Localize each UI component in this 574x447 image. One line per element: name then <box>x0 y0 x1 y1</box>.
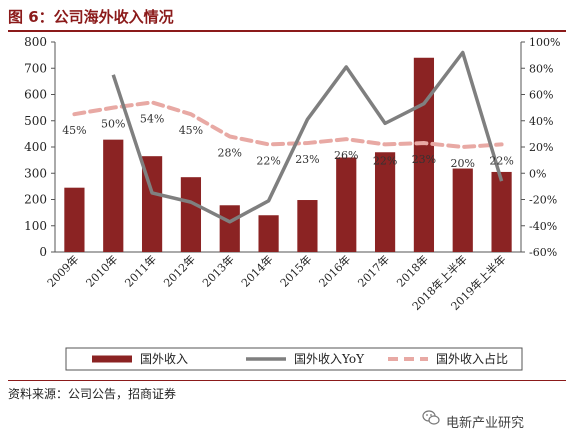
right-tick-label: 60% <box>529 89 553 102</box>
right-tick-label: 80% <box>529 62 553 75</box>
x-tick-label: 2013年 <box>199 252 236 289</box>
legend-label: 国外收入YoY <box>294 352 365 366</box>
x-tick-label: 2014年 <box>238 252 275 289</box>
x-tick-label: 2017年 <box>355 252 392 289</box>
left-tick-label: 100 <box>24 219 47 233</box>
x-tick-label: 2015年 <box>277 252 314 289</box>
right-tick-label: 40% <box>529 115 553 128</box>
right-tick-label: 0% <box>529 167 546 180</box>
chart-area: 0 100 200 300 400 500 600 700 800 -60% -40% -20% 0% 2… <box>24 35 560 371</box>
bar <box>297 200 318 252</box>
share-data-label: 54% <box>140 112 164 125</box>
chart-title: 图 6：公司海外收入情况 <box>8 8 174 26</box>
share-data-label: 20% <box>451 157 475 170</box>
legend-label: 国外收入 <box>140 352 188 366</box>
share-data-label: 28% <box>218 147 242 160</box>
share-data-label: 23% <box>295 153 319 166</box>
bar <box>180 177 202 252</box>
left-tick-label: 500 <box>24 114 47 128</box>
left-tick-label: 400 <box>24 140 47 154</box>
watermark-text: 电新产业研究 <box>446 416 525 431</box>
wechat-icon <box>422 410 440 425</box>
share-data-label: 50% <box>101 118 125 131</box>
right-tick-label: 20% <box>529 141 553 154</box>
bar <box>103 139 124 252</box>
right-tick-label: -60% <box>529 246 557 259</box>
share-data-label: 22% <box>373 154 397 167</box>
bar <box>258 215 279 252</box>
legend-label: 国外收入占比 <box>436 351 508 366</box>
share-data-label: 45% <box>62 124 86 137</box>
x-tick-label: 2018年 <box>394 252 431 289</box>
x-tick-label: 2011年 <box>122 252 159 289</box>
left-tick-label: 200 <box>24 193 47 207</box>
bar <box>452 168 473 252</box>
yoy-line <box>111 50 504 224</box>
x-tick-label: 2016年 <box>316 252 353 289</box>
left-tick-label: 0 <box>39 245 47 259</box>
x-tick-label: 2010年 <box>83 252 120 289</box>
right-tick-label: -20% <box>529 194 557 207</box>
source-divider <box>8 380 566 381</box>
share-data-label: 22% <box>256 154 280 167</box>
share-data-label: 45% <box>179 124 203 137</box>
bar <box>336 157 357 252</box>
share-line <box>72 100 504 150</box>
title-bar: 图 6：公司海外收入情况 <box>8 4 566 32</box>
bar <box>374 152 396 252</box>
x-tick-label: 2012年 <box>161 252 198 289</box>
source-note: 资料来源：公司公告，招商证券 <box>8 387 177 401</box>
bar <box>219 205 240 252</box>
share-data-label: 23% <box>412 153 436 166</box>
right-tick-label: -40% <box>529 220 557 233</box>
bar <box>491 171 512 252</box>
x-tick-label: 2009年 <box>44 252 81 289</box>
share-data-label: 22% <box>489 154 513 167</box>
right-tick-label: 100% <box>529 36 560 49</box>
left-tick-label: 800 <box>24 35 47 49</box>
legend-swatch-bar <box>92 355 132 363</box>
share-data-label: 26% <box>334 149 358 162</box>
left-tick-label: 700 <box>24 61 47 75</box>
left-tick-label: 300 <box>24 166 47 180</box>
legend <box>65 347 523 371</box>
left-tick-label: 600 <box>24 88 47 102</box>
bar <box>64 187 85 252</box>
